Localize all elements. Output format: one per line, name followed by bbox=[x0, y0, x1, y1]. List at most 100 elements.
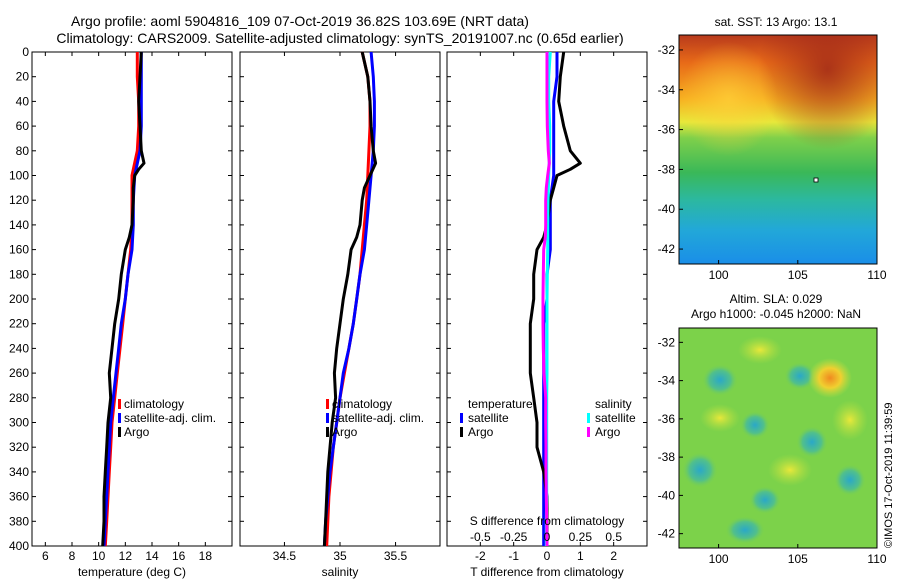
legend-swatch bbox=[118, 427, 121, 437]
legend-label: Argo bbox=[468, 425, 494, 439]
map-y-tick-label: -40 bbox=[658, 488, 676, 502]
legend-label: Argo bbox=[124, 425, 150, 439]
plot-frame bbox=[239, 51, 441, 547]
map-y-tick-label: -42 bbox=[658, 242, 676, 256]
secondary-tick-label: -0.25 bbox=[500, 530, 528, 544]
series-line-salinity-argo bbox=[541, 52, 551, 547]
sla-high-eddy bbox=[700, 404, 740, 432]
sla-map-subtitle: Argo h1000: -0.045 h2000: NaN bbox=[691, 307, 861, 321]
secondary-tick-label: 0 bbox=[544, 530, 551, 544]
legend-label: satellite-adj. clim. bbox=[124, 411, 216, 425]
y-tick-label: 260 bbox=[9, 366, 29, 380]
x-axis-label: T difference from climatology bbox=[470, 565, 624, 579]
x-tick-label: 14 bbox=[145, 549, 159, 563]
sst-map bbox=[678, 34, 878, 265]
x-tick-label: -2 bbox=[475, 549, 486, 563]
plot-frame bbox=[31, 51, 233, 547]
x-axis-label: salinity bbox=[322, 565, 359, 579]
legend-title: temperature bbox=[468, 397, 533, 411]
legend-label: satellite-adj. clim. bbox=[332, 411, 424, 425]
argo-position-marker bbox=[813, 177, 819, 183]
y-tick-label: 240 bbox=[9, 341, 29, 355]
map-y-tick-label: -34 bbox=[658, 374, 676, 388]
profile-panel-1: 0 20 40 60 80 100 120 140 160 180 200 220 240 260 280 3… bbox=[9, 45, 233, 579]
sla-map-title: Altim. SLA: 0.029 bbox=[730, 292, 823, 306]
y-tick-label: 400 bbox=[9, 539, 29, 553]
legend-swatch bbox=[118, 413, 121, 423]
y-tick-label: 340 bbox=[9, 465, 29, 479]
map-x-tick-label: 105 bbox=[788, 552, 808, 566]
series-line-climatology bbox=[325, 51, 372, 547]
y-tick-label: 100 bbox=[9, 169, 29, 183]
x-tick-label: 2 bbox=[610, 549, 617, 563]
legend-swatch bbox=[326, 427, 329, 437]
x-tick-label: 35.5 bbox=[384, 549, 408, 563]
secondary-tick-label: -0.5 bbox=[470, 530, 491, 544]
legend-label: climatology bbox=[332, 397, 392, 411]
legend-label: climatology bbox=[124, 397, 184, 411]
legend-label: Argo bbox=[332, 425, 358, 439]
map-x-tick-label: 100 bbox=[709, 268, 729, 282]
legend-swatch bbox=[460, 413, 463, 423]
sla-high-eddy bbox=[768, 454, 812, 486]
legend-swatch bbox=[326, 399, 329, 409]
legend-swatch bbox=[460, 427, 463, 437]
y-tick-label: 160 bbox=[9, 243, 29, 257]
map-y-tick-label: -38 bbox=[658, 450, 676, 464]
x-tick-label: 35 bbox=[333, 549, 347, 563]
map-x-tick-label: 100 bbox=[709, 552, 729, 566]
x-tick-label: -1 bbox=[508, 549, 519, 563]
sla-map-frame bbox=[678, 327, 878, 549]
secondary-axis-label: S difference from climatology bbox=[470, 514, 625, 528]
y-tick-label: 60 bbox=[16, 119, 30, 133]
sla-map bbox=[678, 327, 878, 549]
series-line-temperature-argo bbox=[528, 51, 582, 546]
y-tick-label: 120 bbox=[9, 193, 29, 207]
sla-low-eddy bbox=[740, 411, 770, 439]
y-tick-label: 180 bbox=[9, 267, 29, 281]
legend-title: salinity bbox=[595, 397, 632, 411]
y-tick-label: 40 bbox=[16, 94, 30, 108]
sla-low-eddy bbox=[796, 426, 828, 458]
map-y-tick-label: -32 bbox=[658, 335, 676, 349]
series-line-argo bbox=[322, 51, 378, 547]
y-tick-label: 0 bbox=[22, 45, 29, 59]
sla-low-eddy bbox=[682, 452, 718, 488]
map-y-tick-label: -38 bbox=[658, 162, 676, 176]
x-tick-label: 34.5 bbox=[273, 549, 297, 563]
y-tick-label: 280 bbox=[9, 391, 29, 405]
header-title: Argo profile: aoml 5904816_109 07-Oct-20… bbox=[71, 13, 529, 29]
x-tick-label: 10 bbox=[92, 549, 106, 563]
sst-warm-tongue bbox=[679, 35, 877, 264]
legend-swatch bbox=[326, 413, 329, 423]
y-tick-label: 300 bbox=[9, 416, 29, 430]
profile-panel-2: 34.5 35 35.5 salinity climatologysatellite-a… bbox=[239, 51, 441, 579]
y-tick-label: 380 bbox=[9, 514, 29, 528]
x-tick-label: 0 bbox=[544, 549, 551, 563]
map-y-tick-label: -36 bbox=[658, 123, 676, 137]
map-x-tick-label: 110 bbox=[867, 268, 886, 282]
x-tick-label: 18 bbox=[199, 549, 213, 563]
y-tick-label: 80 bbox=[16, 144, 30, 158]
legend-swatch bbox=[118, 399, 121, 409]
legend-label: satellite bbox=[468, 411, 509, 425]
map-x-tick-label: 105 bbox=[788, 268, 808, 282]
sla-high-eddy bbox=[832, 400, 868, 440]
map-x-tick-label: 110 bbox=[867, 552, 886, 566]
secondary-tick-label: 0.25 bbox=[569, 530, 593, 544]
sla-high-eddy bbox=[808, 358, 852, 398]
imos-credit: ©IMOS 17-Oct-2019 11:39:59 bbox=[883, 403, 895, 548]
x-tick-label: 8 bbox=[69, 549, 76, 563]
profile-panel-3: -2 -1 0 1 2 T difference from climatology temp… bbox=[446, 51, 648, 579]
map-y-tick-label: -40 bbox=[658, 202, 676, 216]
sst-map-frame bbox=[678, 34, 878, 265]
x-tick-label: 16 bbox=[172, 549, 186, 563]
series-line-satellite-adj-clim- bbox=[322, 51, 376, 547]
legend-swatch bbox=[587, 427, 590, 437]
map-y-tick-label: -36 bbox=[658, 412, 676, 426]
y-tick-label: 140 bbox=[9, 218, 29, 232]
header-subtitle: Climatology: CARS2009. Satellite-adjuste… bbox=[56, 30, 623, 46]
x-tick-label: 6 bbox=[42, 549, 49, 563]
sla-low-eddy bbox=[834, 464, 866, 496]
